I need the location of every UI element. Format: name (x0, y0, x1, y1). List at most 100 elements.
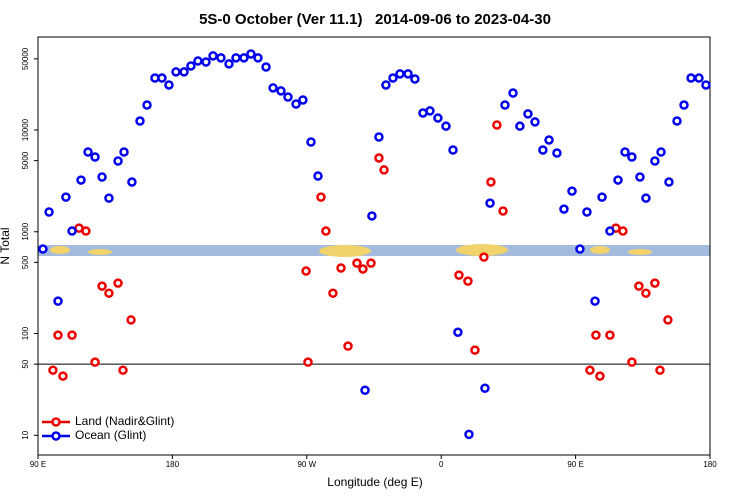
data-point (544, 135, 554, 145)
y-tick-label: 1000 (21, 222, 30, 240)
data-point (479, 252, 489, 262)
data-point (224, 59, 234, 69)
data-point (366, 258, 376, 268)
data-point (486, 177, 496, 187)
data-point (231, 53, 241, 63)
data-point (679, 100, 689, 110)
data-point (90, 357, 100, 367)
data-point (480, 383, 490, 393)
data-point (97, 281, 107, 291)
data-point (44, 207, 54, 217)
data-point (613, 175, 623, 185)
y-axis-label: N Total (0, 227, 12, 264)
data-point (179, 67, 189, 77)
data-point (656, 147, 666, 157)
data-point (119, 147, 129, 157)
data-point (303, 357, 313, 367)
data-point (157, 73, 167, 83)
x-tick-label: 90 W (297, 460, 316, 469)
data-point (113, 278, 123, 288)
x-tick-label: 180 (703, 460, 717, 469)
data-point (216, 53, 226, 63)
x-axis-label: Longitude (deg E) (327, 475, 422, 489)
data-point (118, 365, 128, 375)
y-tick-label: 100 (21, 326, 30, 340)
data-point (454, 270, 464, 280)
data-point (186, 61, 196, 71)
x-tick-label: 180 (166, 460, 180, 469)
data-point (164, 80, 174, 90)
data-point (664, 177, 674, 187)
data-point (590, 296, 600, 306)
data-point (321, 226, 331, 236)
data-point (268, 83, 278, 93)
data-point (374, 153, 384, 163)
data-point (485, 198, 495, 208)
data-point (597, 192, 607, 202)
data-point (650, 278, 660, 288)
data-point (575, 244, 585, 254)
data-point (208, 51, 218, 61)
data-point (336, 263, 346, 273)
data-point (701, 80, 711, 90)
data-point (316, 192, 326, 202)
data-point (627, 357, 637, 367)
data-point (360, 385, 370, 395)
data-point (283, 92, 293, 102)
data-point (67, 330, 77, 340)
chart-title: 5S-0 October (Ver 11.1) 2014-09-06 to 20… (199, 11, 551, 28)
data-point (595, 371, 605, 381)
data-point (694, 73, 704, 83)
y-tick-label: 10000 (21, 118, 30, 141)
data-point (61, 192, 71, 202)
data-point (635, 172, 645, 182)
data-point (433, 113, 443, 123)
data-point (343, 341, 353, 351)
data-point (591, 330, 601, 340)
data-point (83, 147, 93, 157)
data-point (470, 345, 480, 355)
data-point (508, 88, 518, 98)
data-point (585, 365, 595, 375)
data-point (352, 258, 362, 268)
data-point (313, 171, 323, 181)
data-point (253, 53, 263, 63)
data-point (358, 264, 368, 274)
y-tick-label: 10 (21, 430, 30, 439)
data-point (58, 371, 68, 381)
data-point (53, 296, 63, 306)
data-point (67, 226, 77, 236)
data-point (567, 186, 577, 196)
data-point (500, 100, 510, 110)
data-point (627, 152, 637, 162)
data-point (193, 56, 203, 66)
data-point (298, 95, 308, 105)
data-point (126, 315, 136, 325)
data-point (498, 206, 508, 216)
data-point (113, 156, 123, 166)
data-point (81, 226, 91, 236)
y-tick-label: 50 (21, 359, 30, 368)
x-tick-label: 90 E (30, 460, 46, 469)
data-point (530, 117, 540, 127)
data-point (523, 109, 533, 119)
data-point (379, 165, 389, 175)
data-point (403, 69, 413, 79)
data-point (650, 156, 660, 166)
data-point (463, 276, 473, 286)
data-point (301, 266, 311, 276)
y-tick-label: 500 (21, 255, 30, 269)
data-point (367, 211, 377, 221)
data-point (388, 73, 398, 83)
data-point (655, 365, 665, 375)
data-point (448, 145, 458, 155)
y-tick-label: 5000 (21, 151, 30, 169)
data-point (239, 53, 249, 63)
y-tick-label: 50000 (21, 47, 30, 70)
legend-label: Ocean (Glint) (75, 428, 146, 442)
data-point (90, 152, 100, 162)
data-point (328, 288, 338, 298)
data-point (374, 132, 384, 142)
data-point (97, 172, 107, 182)
